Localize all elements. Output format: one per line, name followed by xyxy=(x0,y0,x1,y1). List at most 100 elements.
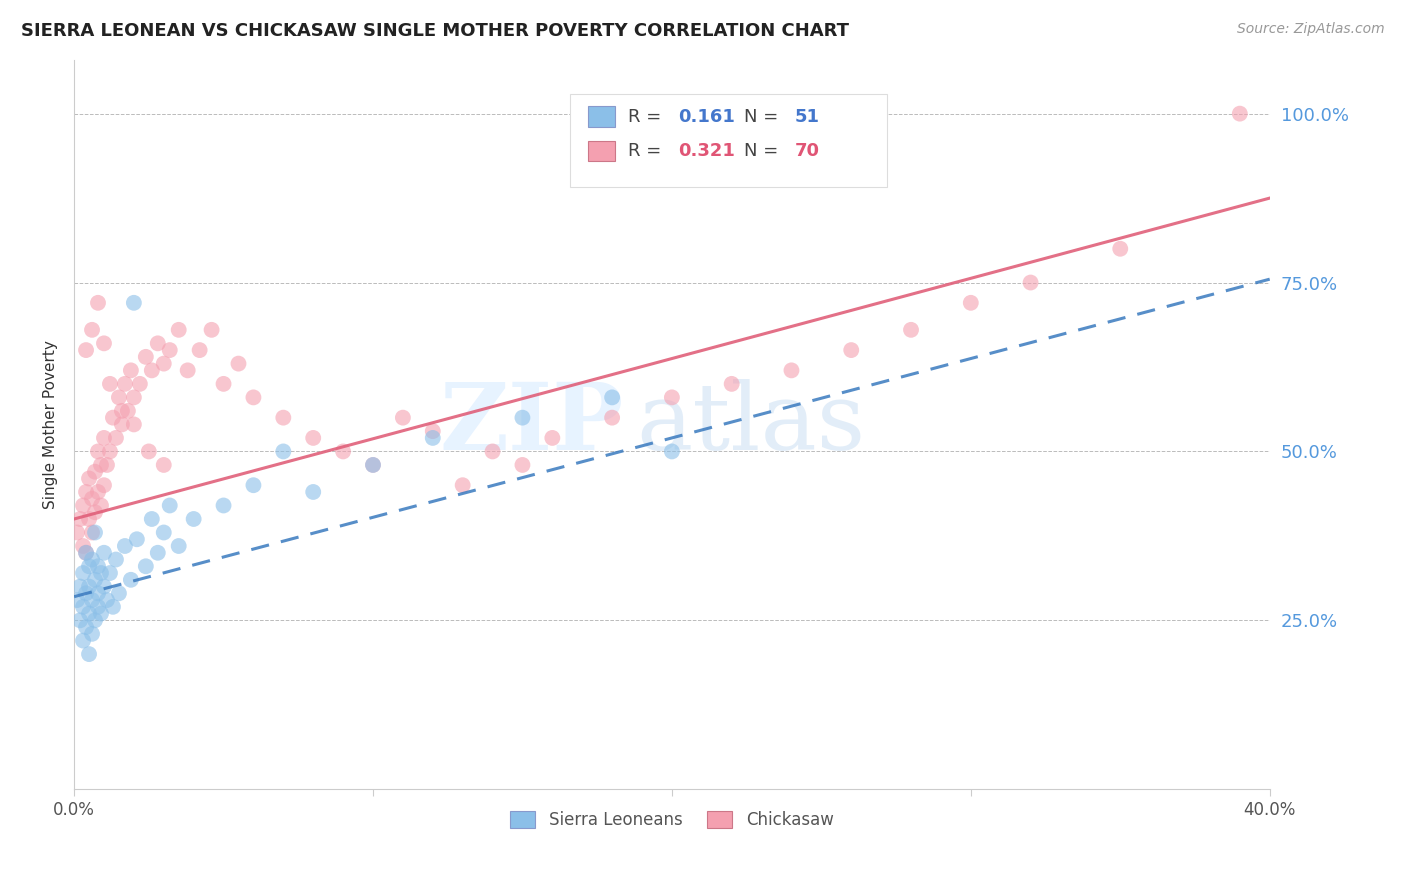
Point xyxy=(98,376,121,391)
Point xyxy=(84,505,107,519)
Point xyxy=(93,478,115,492)
Point xyxy=(361,458,384,472)
Point xyxy=(111,404,134,418)
FancyBboxPatch shape xyxy=(571,94,887,187)
Point xyxy=(122,391,145,405)
Point xyxy=(200,323,222,337)
Point xyxy=(66,525,89,540)
Point xyxy=(77,647,100,661)
Point xyxy=(212,376,235,391)
Point xyxy=(661,391,683,405)
Text: 0.321: 0.321 xyxy=(678,142,735,160)
Point xyxy=(167,539,190,553)
Point xyxy=(87,559,110,574)
Text: 70: 70 xyxy=(794,142,820,160)
Point xyxy=(135,559,157,574)
Point xyxy=(117,404,139,418)
Point xyxy=(72,539,94,553)
Point xyxy=(80,491,103,506)
Text: ZIP: ZIP xyxy=(440,379,624,469)
Point xyxy=(661,444,683,458)
Point xyxy=(512,458,534,472)
Text: N =: N = xyxy=(744,108,783,126)
Point xyxy=(80,627,103,641)
Text: N =: N = xyxy=(744,142,783,160)
Point xyxy=(135,350,157,364)
Point xyxy=(77,559,100,574)
FancyBboxPatch shape xyxy=(588,106,614,127)
Point xyxy=(101,410,124,425)
Point xyxy=(302,431,325,445)
Point xyxy=(451,478,474,492)
Point xyxy=(541,431,564,445)
Point xyxy=(125,533,148,547)
Point xyxy=(167,323,190,337)
Point xyxy=(141,363,163,377)
Point xyxy=(69,580,91,594)
Point xyxy=(87,485,110,500)
Point xyxy=(212,499,235,513)
Point xyxy=(84,465,107,479)
Point xyxy=(75,546,97,560)
Point xyxy=(242,478,264,492)
Point xyxy=(84,573,107,587)
Point xyxy=(98,444,121,458)
Point xyxy=(84,613,107,627)
Point xyxy=(120,573,142,587)
Point xyxy=(512,410,534,425)
Point xyxy=(72,599,94,614)
Point xyxy=(176,363,198,377)
Point xyxy=(75,343,97,357)
Point xyxy=(122,417,145,432)
Text: Source: ZipAtlas.com: Source: ZipAtlas.com xyxy=(1237,22,1385,37)
Point xyxy=(159,499,181,513)
Point xyxy=(66,593,89,607)
Point xyxy=(159,343,181,357)
Y-axis label: Single Mother Poverty: Single Mother Poverty xyxy=(44,340,58,508)
Point xyxy=(600,391,623,405)
Point xyxy=(108,391,131,405)
Point xyxy=(392,410,415,425)
Point xyxy=(900,323,922,337)
Point xyxy=(90,566,112,580)
Point xyxy=(93,431,115,445)
Point xyxy=(93,546,115,560)
Point xyxy=(152,525,174,540)
Point xyxy=(188,343,211,357)
Point xyxy=(302,485,325,500)
Point xyxy=(146,546,169,560)
Point xyxy=(80,525,103,540)
Point xyxy=(72,566,94,580)
Point xyxy=(101,599,124,614)
Point xyxy=(75,620,97,634)
Text: 0.161: 0.161 xyxy=(678,108,735,126)
Point xyxy=(780,363,803,377)
Point xyxy=(146,336,169,351)
Point xyxy=(152,458,174,472)
Text: R =: R = xyxy=(627,108,666,126)
Point xyxy=(138,444,160,458)
Point xyxy=(80,323,103,337)
Point xyxy=(84,525,107,540)
Point xyxy=(111,417,134,432)
Point xyxy=(72,633,94,648)
Point xyxy=(90,499,112,513)
Point xyxy=(481,444,503,458)
Point xyxy=(183,512,205,526)
Point xyxy=(141,512,163,526)
Point xyxy=(120,363,142,377)
Point xyxy=(72,499,94,513)
Point xyxy=(114,376,136,391)
Point xyxy=(80,593,103,607)
Text: R =: R = xyxy=(627,142,666,160)
Point xyxy=(273,444,295,458)
Point xyxy=(422,431,444,445)
Point xyxy=(90,458,112,472)
Legend: Sierra Leoneans, Chickasaw: Sierra Leoneans, Chickasaw xyxy=(503,804,841,836)
Point xyxy=(80,552,103,566)
FancyBboxPatch shape xyxy=(588,141,614,161)
Text: atlas: atlas xyxy=(636,379,865,469)
Point xyxy=(242,391,264,405)
Point xyxy=(96,593,118,607)
Point xyxy=(1229,106,1251,120)
